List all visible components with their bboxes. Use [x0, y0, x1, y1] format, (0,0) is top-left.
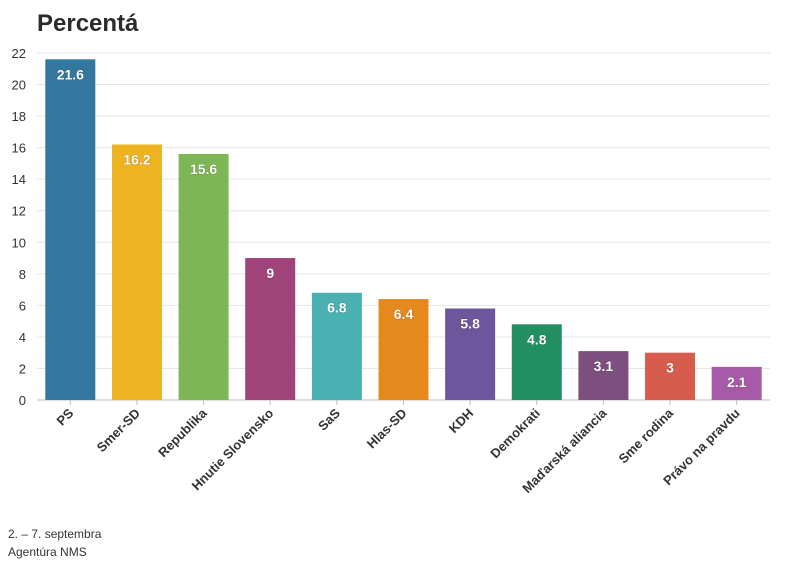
x-category-label: Demokrati: [487, 406, 543, 462]
bar: [45, 59, 96, 401]
footer-source: Agentúra NMS: [8, 545, 87, 559]
bar: [711, 366, 762, 400]
data-label: 6.8: [327, 300, 347, 316]
y-axis: 0 2 4 6 8 10 12 14 16 18 20 22: [12, 46, 26, 408]
y-tick-label: 8: [19, 267, 26, 282]
bar: [511, 324, 562, 400]
footer-date: 2. – 7. septembra: [8, 527, 102, 541]
x-category-label: Hlas-SD: [364, 406, 410, 452]
y-tick-label: 22: [12, 46, 26, 61]
bar: [378, 299, 429, 400]
bar: [111, 144, 162, 400]
data-label: 6.4: [394, 306, 414, 322]
x-category-label: Sme rodina: [615, 405, 676, 466]
x-category-label: KDH: [446, 406, 477, 437]
data-label: 16.2: [123, 151, 150, 167]
y-tick-label: 16: [12, 141, 26, 156]
bar: [245, 258, 296, 400]
y-tick-label: 6: [19, 298, 26, 313]
bar: [445, 308, 496, 400]
x-category-label: SaS: [315, 405, 343, 433]
y-tick-label: 14: [12, 172, 26, 187]
y-tick-label: 12: [12, 204, 26, 219]
data-label: 15.6: [190, 161, 217, 177]
y-tick-label: 2: [19, 361, 26, 376]
x-category-label: Smer-SD: [94, 406, 143, 455]
data-label: 21.6: [57, 66, 84, 82]
data-label: 4.8: [527, 331, 547, 347]
y-tick-label: 10: [12, 235, 26, 250]
y-tick-label: 18: [12, 109, 26, 124]
bars: 21.6 16.2 15.6 9 6.8 6.4 5.8 4.8 3.1 3 2.1: [45, 59, 762, 401]
bar: [578, 351, 629, 400]
y-tick-label: 0: [19, 393, 26, 408]
data-label: 9: [266, 265, 274, 281]
x-category-label: Republika: [155, 405, 210, 460]
x-category-label: PS: [54, 405, 77, 428]
data-label: 5.8: [460, 316, 480, 332]
chart-title: Percentá: [37, 10, 139, 37]
y-tick-label: 4: [19, 330, 26, 345]
data-label: 3: [666, 360, 674, 376]
bar: [311, 292, 362, 400]
bar: [645, 352, 696, 400]
data-label: 2.1: [727, 374, 747, 390]
y-tick-label: 20: [12, 78, 26, 93]
data-label: 3.1: [594, 358, 614, 374]
bar: [178, 153, 229, 400]
